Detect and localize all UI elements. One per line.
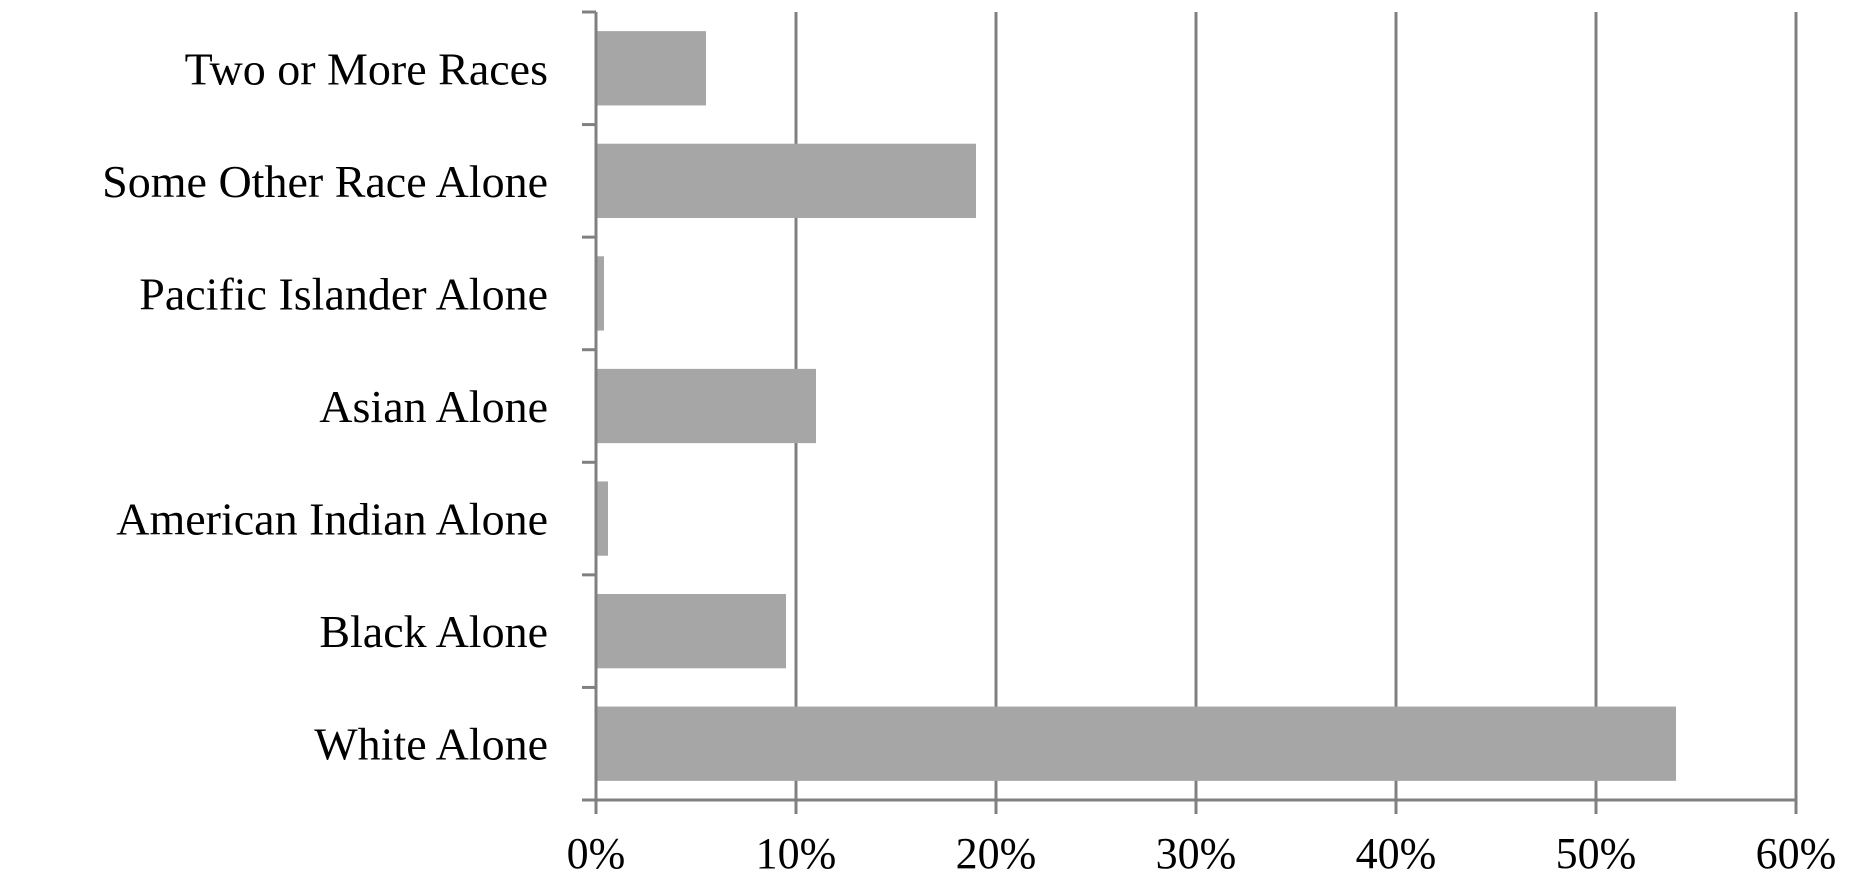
bar-asian-alone: [596, 368, 816, 444]
gridlines: [794, 12, 1798, 800]
x-tick-label: 60%: [1756, 829, 1837, 878]
category-label: Pacific Islander Alone: [139, 268, 548, 319]
bars: [596, 31, 1676, 781]
category-label: American Indian Alone: [116, 494, 548, 545]
axes: [582, 10, 1798, 814]
category-label: Asian Alone: [319, 381, 548, 432]
bar-white-alone: [596, 706, 1676, 781]
labels: 0% 10% 20% 30% 40% 50% 60% White Alone Black Alo…: [102, 43, 1836, 878]
bar-black-alone: [596, 593, 786, 669]
category-label: White Alone: [314, 719, 548, 770]
x-tick-label: 50%: [1556, 829, 1637, 878]
x-tick-label: 20%: [956, 829, 1037, 878]
category-label: Some Other Race Alone: [102, 156, 548, 207]
category-label: Two or More Races: [185, 43, 548, 94]
x-tick-label: 40%: [1356, 829, 1437, 878]
category-label: Black Alone: [319, 606, 548, 657]
bar-some-other-race-alone: [596, 143, 976, 219]
bar-american-indian-alone: [596, 481, 608, 556]
x-tick-label: 10%: [756, 829, 837, 878]
bar-pacific-islander-alone: [596, 256, 604, 331]
bar-two-or-more-races: [596, 31, 706, 106]
x-tick-label: 0%: [567, 829, 626, 878]
x-tick-label: 30%: [1156, 829, 1237, 878]
